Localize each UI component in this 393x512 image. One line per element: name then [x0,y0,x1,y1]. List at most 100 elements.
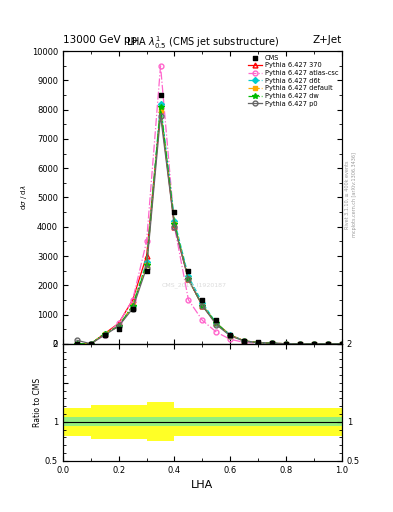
Pythia 6.427 370 [326,340,331,347]
Pythia 6.427 default [186,276,191,283]
Pythia 6.427 p0 [116,323,121,329]
Pythia 6.427 default [312,340,316,347]
Pythia 6.427 default [242,338,247,344]
Pythia 6.427 370 [130,297,135,303]
Pythia 6.427 p0 [340,340,344,347]
Pythia 6.427 p0 [144,265,149,271]
Pythia 6.427 dw [116,323,121,329]
Pythia 6.427 default [144,262,149,268]
Pythia 6.427 370 [200,303,205,309]
Pythia 6.427 default [284,340,288,347]
Pythia 6.427 370 [172,224,177,230]
Pythia 6.427 370 [284,340,288,347]
CMS [143,267,150,275]
Line: Pythia 6.427 d6t: Pythia 6.427 d6t [75,102,344,346]
Pythia 6.427 d6t [172,218,177,224]
Pythia 6.427 d6t [75,340,79,347]
Pythia 6.427 atlas-csc [340,340,344,347]
Pythia 6.427 p0 [242,338,247,344]
Line: Pythia 6.427 dw: Pythia 6.427 dw [74,104,345,347]
Line: Pythia 6.427 default: Pythia 6.427 default [75,108,344,346]
Pythia 6.427 d6t [144,259,149,265]
CMS [157,91,164,99]
Pythia 6.427 atlas-csc [200,317,205,324]
Pythia 6.427 p0 [312,340,316,347]
Pythia 6.427 p0 [130,306,135,312]
Pythia 6.427 d6t [214,320,219,326]
CMS [199,296,206,304]
Pythia 6.427 370 [214,320,219,326]
Pythia 6.427 370 [256,339,261,346]
Line: Pythia 6.427 p0: Pythia 6.427 p0 [74,113,344,346]
Pythia 6.427 p0 [228,333,233,339]
Pythia 6.427 atlas-csc [186,297,191,303]
Pythia 6.427 atlas-csc [130,297,135,303]
Pythia 6.427 d6t [298,340,303,347]
Pythia 6.427 default [75,340,79,347]
Pythia 6.427 d6t [200,300,205,306]
Pythia 6.427 default [326,340,331,347]
Pythia 6.427 p0 [200,303,205,309]
Pythia 6.427 p0 [158,113,163,119]
Pythia 6.427 default [298,340,303,347]
CMS [101,331,108,339]
Pythia 6.427 370 [102,330,107,336]
CMS [339,339,345,348]
Pythia 6.427 dw [340,340,344,347]
CMS [116,325,122,333]
Pythia 6.427 d6t [158,101,163,107]
Pythia 6.427 dw [200,303,205,309]
Pythia 6.427 default [172,221,177,227]
CMS [269,339,275,347]
Pythia 6.427 default [256,339,261,346]
CMS [88,339,94,348]
Y-axis label: Ratio to CMS: Ratio to CMS [33,378,42,427]
Text: CMS_2019_I1920187: CMS_2019_I1920187 [162,283,226,288]
Pythia 6.427 atlas-csc [270,340,275,347]
Pythia 6.427 atlas-csc [116,320,121,326]
Pythia 6.427 default [158,106,163,113]
Pythia 6.427 d6t [326,340,331,347]
Pythia 6.427 atlas-csc [326,340,331,347]
Pythia 6.427 atlas-csc [102,332,107,338]
Pythia 6.427 p0 [75,337,79,344]
Pythia 6.427 default [270,340,275,346]
Pythia 6.427 370 [144,253,149,259]
Pythia 6.427 dw [158,104,163,110]
CMS [74,339,80,348]
Pythia 6.427 p0 [214,322,219,328]
Pythia 6.427 default [116,323,121,329]
Pythia 6.427 d6t [186,273,191,280]
Pythia 6.427 370 [270,340,275,346]
Pythia 6.427 370 [88,340,93,347]
Pythia 6.427 dw [270,340,275,346]
Pythia 6.427 d6t [228,332,233,338]
Pythia 6.427 dw [88,340,93,347]
Pythia 6.427 p0 [102,332,107,338]
CMS [241,337,248,345]
Pythia 6.427 default [88,340,93,347]
Pythia 6.427 atlas-csc [214,329,219,335]
Pythia 6.427 dw [172,221,177,227]
CMS [297,339,303,348]
Pythia 6.427 dw [144,262,149,268]
Pythia 6.427 370 [340,340,344,347]
Text: Rivet 3.1.10, ≥ 400k events: Rivet 3.1.10, ≥ 400k events [345,160,350,229]
Pythia 6.427 default [340,340,344,347]
Pythia 6.427 370 [312,340,316,347]
Pythia 6.427 atlas-csc [75,340,79,347]
Line: Pythia 6.427 370: Pythia 6.427 370 [74,108,344,346]
Title: LHA $\lambda^{1}_{0.5}$ (CMS jet substructure): LHA $\lambda^{1}_{0.5}$ (CMS jet substru… [126,34,279,51]
Pythia 6.427 370 [242,338,247,344]
Pythia 6.427 p0 [298,340,303,347]
Pythia 6.427 atlas-csc [144,238,149,244]
Pythia 6.427 370 [186,276,191,283]
X-axis label: LHA: LHA [191,480,213,490]
Pythia 6.427 dw [102,330,107,336]
CMS [130,305,136,313]
Pythia 6.427 d6t [270,340,275,346]
Pythia 6.427 p0 [284,340,288,347]
CMS [255,338,261,347]
Pythia 6.427 dw [284,340,288,347]
Pythia 6.427 atlas-csc [298,340,303,347]
